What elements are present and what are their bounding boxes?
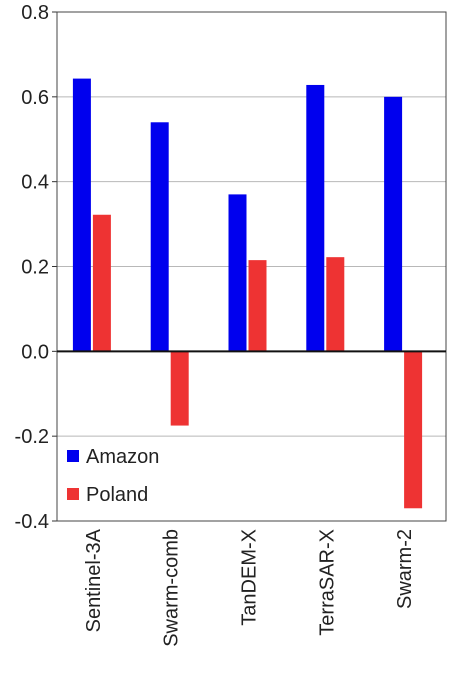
plot-frame bbox=[56, 11, 447, 522]
bar-poland-swarm-comb bbox=[170, 351, 189, 426]
legend-label-poland: Poland bbox=[86, 484, 148, 506]
bar-poland-terrasar-x bbox=[326, 257, 345, 352]
category-label: TanDEM-X bbox=[239, 529, 261, 626]
bar-amazon-swarm-comb bbox=[150, 122, 169, 352]
category-label: Swarm-comb bbox=[161, 529, 183, 647]
legend: Amazon Poland bbox=[67, 446, 159, 506]
y-tick-label: 0.2 bbox=[21, 257, 49, 279]
legend-label-amazon: Amazon bbox=[86, 446, 159, 468]
y-tick-label: 0.6 bbox=[21, 87, 49, 109]
legend-swatch-poland bbox=[67, 488, 79, 500]
y-tick-label: -0.2 bbox=[15, 426, 49, 448]
bars bbox=[72, 78, 423, 509]
category-label: TerraSAR-X bbox=[316, 529, 338, 636]
y-tick-labels: -0.4 -0.2 0.0 0.2 0.4 0.6 0.8 bbox=[15, 2, 49, 533]
axes bbox=[52, 11, 447, 522]
bar-amazon-terrasar-x bbox=[306, 84, 325, 352]
y-tick-label: 0.8 bbox=[21, 2, 49, 24]
bar-amazon-swarm-2 bbox=[384, 96, 403, 352]
category-label: Sentinel-3A bbox=[83, 528, 105, 632]
bar-poland-sentinel-3a bbox=[92, 214, 111, 352]
category-label: Swarm-2 bbox=[394, 529, 416, 609]
bar-poland-tandem-x bbox=[248, 260, 267, 352]
bar-amazon-sentinel-3a bbox=[72, 78, 91, 352]
bar-poland-swarm-2 bbox=[404, 351, 423, 509]
y-tick-label: -0.4 bbox=[15, 511, 49, 533]
category-labels: Sentinel-3A Swarm-comb TanDEM-X TerraSAR-X S… bbox=[83, 528, 416, 646]
bar-amazon-tandem-x bbox=[228, 194, 247, 352]
y-tick-label: 0.4 bbox=[21, 172, 49, 194]
y-tick-label: 0.0 bbox=[21, 341, 49, 363]
legend-swatch-amazon bbox=[67, 450, 79, 462]
